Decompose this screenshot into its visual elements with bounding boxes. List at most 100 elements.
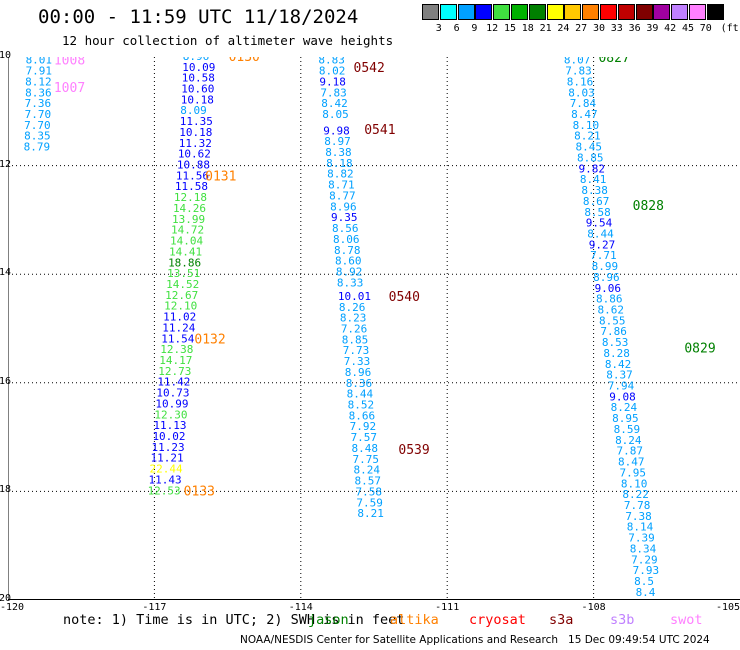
lat-tick-label: 12	[0, 158, 12, 170]
wave-height-value: 22.44	[150, 463, 183, 476]
lon-tick-label: -120	[0, 602, 25, 613]
wave-height-value: 8.71	[328, 179, 355, 192]
wave-height-value: 8.02	[319, 65, 346, 78]
wave-height-value: 12.30	[154, 408, 187, 421]
satellite-jason: jason	[308, 612, 349, 628]
wave-height-value: 8.03	[568, 86, 595, 99]
wave-height-value: 11.21	[150, 452, 183, 465]
legend-label: 9	[471, 23, 478, 34]
pass-time-label: 0542	[354, 61, 385, 76]
wave-height-value: 7.87	[617, 445, 644, 458]
wave-height-value: 8.33	[337, 276, 364, 289]
wave-height-value: 8.41	[580, 173, 607, 186]
wave-height-value: 7.83	[320, 86, 347, 99]
wave-height-value: 11.32	[179, 137, 212, 150]
wave-height-value: 10.60	[181, 82, 214, 95]
wave-height-value: 12.73	[158, 365, 191, 378]
lon-tick-label: -105	[715, 602, 740, 613]
pass-time-label: 0130	[229, 57, 260, 65]
wave-height-value: 8.97	[324, 135, 351, 148]
wave-height-value: 8.85	[577, 151, 604, 164]
wave-height-value: 8.23	[340, 312, 367, 325]
wave-height-value: 7.36	[25, 97, 52, 110]
wave-height-value: 8.42	[321, 97, 348, 110]
legend-swatch-6	[439, 4, 457, 20]
satellite-s3a: s3a	[549, 612, 574, 628]
legend-unit: (ft)	[720, 23, 740, 34]
lon-tick-label: -108	[581, 602, 606, 613]
wave-height-value: 12.67	[165, 289, 198, 302]
wave-height-value: 8.35	[24, 130, 51, 143]
legend-label: 15	[503, 23, 517, 34]
wave-height-value: 7.84	[570, 97, 597, 110]
wave-height-value: 7.83	[565, 65, 592, 78]
pass-time-label: 0133	[184, 484, 215, 499]
wave-height-value: 7.78	[624, 499, 651, 512]
wave-height-value: 11.58	[175, 180, 208, 193]
wave-height-value: 14.04	[170, 235, 203, 248]
wave-height-value: 8.26	[339, 301, 366, 314]
wave-height-value: 8.38	[581, 184, 608, 197]
wave-height-value: 8.99	[592, 260, 619, 273]
wave-height-value: 8.10	[621, 477, 648, 490]
wave-height-value: 8.47	[571, 108, 598, 121]
map-title: 00:00 - 11:59 UTC 11/18/2024	[38, 6, 359, 28]
wave-height-value: 14.72	[171, 224, 204, 237]
pass-time-label: 1007	[54, 81, 85, 96]
wave-height-value: 8.83	[318, 57, 345, 67]
legend-swatch-15	[493, 4, 511, 20]
pass-time-label: 0829	[684, 342, 715, 357]
wave-height-value: 14.17	[159, 354, 192, 367]
wave-height-value: 11.42	[157, 376, 190, 389]
pass-time-label: 1008	[54, 57, 85, 69]
wave-height-value: 8.44	[347, 388, 374, 401]
wave-height-value: 7.70	[25, 108, 52, 121]
wave-height-value: 14.52	[166, 278, 199, 291]
wave-height-value: 9.08	[609, 390, 636, 403]
wave-height-value: 9.98	[323, 124, 350, 137]
wave-height-value: 8.56	[332, 222, 359, 235]
wave-height-value: 18.86	[168, 256, 201, 269]
lat-tick-label: 18	[0, 484, 12, 496]
pass-time-label: 0540	[389, 290, 420, 305]
legend-label: 21	[539, 23, 552, 34]
map-svg: 8.017.918.128.367.367.707.708.358.798.96…	[8, 57, 740, 600]
legend-swatch-33	[600, 4, 617, 20]
wave-height-value: 8.79	[24, 141, 51, 154]
wave-height-value: 8.28	[603, 347, 630, 360]
legend-swatch-9	[457, 4, 475, 20]
wave-height-value: 8.96	[183, 57, 210, 63]
legend-label: 27	[575, 23, 588, 34]
wave-height-value: 8.48	[352, 442, 379, 455]
wave-height-value: 13.51	[167, 267, 200, 280]
legend-swatch-3	[422, 4, 439, 20]
wave-height-value: 7.93	[633, 564, 660, 577]
legend-label: 45	[681, 23, 695, 34]
lat-tick-label: 10	[0, 50, 12, 61]
pass-time-label: 0541	[364, 123, 395, 138]
wave-height-value: 8.82	[327, 168, 354, 181]
satellite-swot: swot	[670, 612, 703, 628]
legend-label: 42	[664, 23, 677, 34]
wave-height-value: 8.44	[587, 227, 614, 240]
pass-time-label: 0828	[633, 199, 664, 214]
legend-label: 70	[699, 23, 712, 34]
wave-height-value: 7.26	[341, 323, 368, 336]
wave-height-value: 8.38	[325, 146, 352, 159]
legend-label: 18	[521, 23, 534, 34]
lat-tick-label: 14	[0, 267, 12, 279]
wave-height-value: 7.58	[355, 485, 382, 498]
wave-height-value: 14.26	[173, 202, 206, 215]
wave-height-value: 10.01	[338, 290, 371, 303]
units-note: note: 1) Time is in UTC; 2) SWH is in fe…	[63, 612, 405, 628]
satellite-cryosat: cryosat	[469, 612, 526, 628]
wave-height-value: 7.92	[350, 420, 377, 433]
wave-height-value: 8.24	[615, 434, 642, 447]
wave-height-value: 8.53	[602, 336, 629, 349]
wave-height-value: 7.75	[353, 453, 380, 466]
wave-height-value: 11.56	[176, 169, 209, 182]
lat-tick-label: 20	[0, 593, 12, 604]
wave-height-value: 10.88	[177, 159, 210, 172]
wave-height-value: 7.38	[625, 510, 652, 523]
wave-height-value: 11.02	[163, 311, 196, 324]
